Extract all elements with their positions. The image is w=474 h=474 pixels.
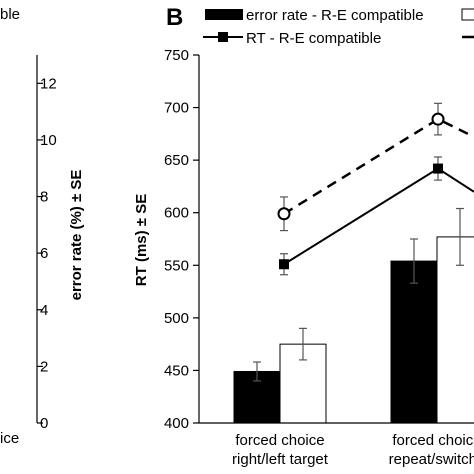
left-y-tick-label: 4 <box>40 302 48 319</box>
y-axis-title: RT (ms) ± SE <box>133 194 150 286</box>
legend-label-rt-compatible: RT - R-E compatible <box>246 30 381 47</box>
line-series <box>277 102 474 276</box>
bar-error-rate-incompatible <box>436 236 474 424</box>
legend-swatch-error-rate-incompatible <box>461 8 474 21</box>
left-panel-y-axis-title: error rate (%) ± SE <box>68 170 85 301</box>
left-y-tick-label: 2 <box>40 358 48 375</box>
legend-label-error-rate-compatible: error rate - R-E compatible <box>246 7 424 24</box>
x-category-label: right/left target <box>232 451 329 468</box>
bar-error-rate-compatible <box>390 260 438 424</box>
x-category-label: forced choice <box>392 432 474 449</box>
panel-label: B <box>166 4 183 31</box>
y-tick-label: 650 <box>164 152 189 169</box>
legend: error rate - R-E compatible RT - R-E com… <box>203 7 474 47</box>
y-tick-label: 450 <box>164 362 189 379</box>
y-tick-label: 700 <box>164 100 189 117</box>
x-category-label: forced choice <box>235 432 324 449</box>
left-y-tick-label: 12 <box>40 75 57 92</box>
left-panel: 0 2 4 6 8 10 12 error rate (%) ± SE ble ice <box>0 6 85 447</box>
y-tick-label: 400 <box>164 415 189 432</box>
left-panel-y-ticks: 0 2 4 6 8 10 12 <box>37 75 57 432</box>
left-y-tick-label: 6 <box>40 245 48 262</box>
x-axis-category-labels: forced choice right/left target forced cho… <box>232 432 474 468</box>
y-tick-label: 500 <box>164 310 189 327</box>
main-chart: 400 450 500 550 600 650 700 750 forced choice ri… <box>133 47 474 468</box>
line-rt-incompatible <box>283 117 474 215</box>
left-y-tick-label: 8 <box>40 189 48 206</box>
left-y-tick-label: 0 <box>40 415 48 432</box>
left-panel-category-fragment: ice <box>0 430 19 447</box>
line-marker-circle <box>431 112 445 126</box>
line-marker-square <box>433 163 443 174</box>
legend-swatch-error-rate-compatible <box>205 9 243 20</box>
y-tick-label: 550 <box>164 257 189 274</box>
y-tick-label: 750 <box>164 47 189 64</box>
y-tick-label: 600 <box>164 205 189 222</box>
line-marker-circle <box>277 207 291 221</box>
bars <box>233 207 474 424</box>
x-category-label: repeat/switch t <box>389 451 474 468</box>
legend-marker-rt-compatible <box>218 32 228 42</box>
left-y-tick-label: 10 <box>40 132 57 149</box>
y-axis-ticks: 400 450 500 550 600 650 700 750 <box>164 47 199 432</box>
left-panel-category-fragment: ble <box>0 6 20 23</box>
line-marker-square <box>279 259 289 270</box>
